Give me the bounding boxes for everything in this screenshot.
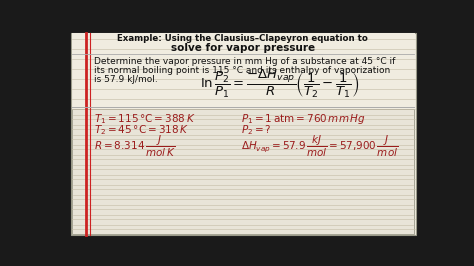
Bar (73, 109, 414, 234)
Text: Example: Using the Clausius–Clapeyron equation to: Example: Using the Clausius–Clapeyron eq… (118, 34, 368, 43)
Text: $R = 8.314\,\dfrac{J}{mol\,K}$: $R = 8.314\,\dfrac{J}{mol\,K}$ (94, 134, 176, 159)
Text: Determine the vapor pressure in mm Hg of a substance at 45 °C if: Determine the vapor pressure in mm Hg of… (94, 57, 395, 66)
Text: $P_1 = 1\,\mathrm{atm} = 760\,mm\,Hg$: $P_1 = 1\,\mathrm{atm} = 760\,mm\,Hg$ (241, 112, 366, 126)
Text: $P_2 = ?$: $P_2 = ?$ (241, 124, 272, 137)
Text: $T_2 = 45\,°\mathrm{C} = 318\,K$: $T_2 = 45\,°\mathrm{C} = 318\,K$ (94, 124, 189, 137)
Text: $\Delta H_{vap} = 57.9\,\dfrac{kJ}{mol} = 57{,}900\,\dfrac{J}{mol}$: $\Delta H_{vap} = 57.9\,\dfrac{kJ}{mol} … (241, 134, 399, 159)
Text: $\mathrm{In}\,\dfrac{P_2}{P_1}=\dfrac{-\Delta H_{vap}}{R}\left(\dfrac{1}{T_2}-\d: $\mathrm{In}\,\dfrac{P_2}{P_1}=\dfrac{-\… (201, 68, 360, 101)
Text: solve for vapor pressure: solve for vapor pressure (171, 43, 315, 53)
Bar (72, 34, 415, 60)
Text: is 57.9 kJ/mol.: is 57.9 kJ/mol. (94, 75, 158, 84)
Text: $T_1 = 115\,°\mathrm{C} = 388\,K$: $T_1 = 115\,°\mathrm{C} = 388\,K$ (94, 112, 196, 126)
Text: its normal boiling point is 115 °C and its enthalpy of vaporization: its normal boiling point is 115 °C and i… (94, 66, 391, 75)
